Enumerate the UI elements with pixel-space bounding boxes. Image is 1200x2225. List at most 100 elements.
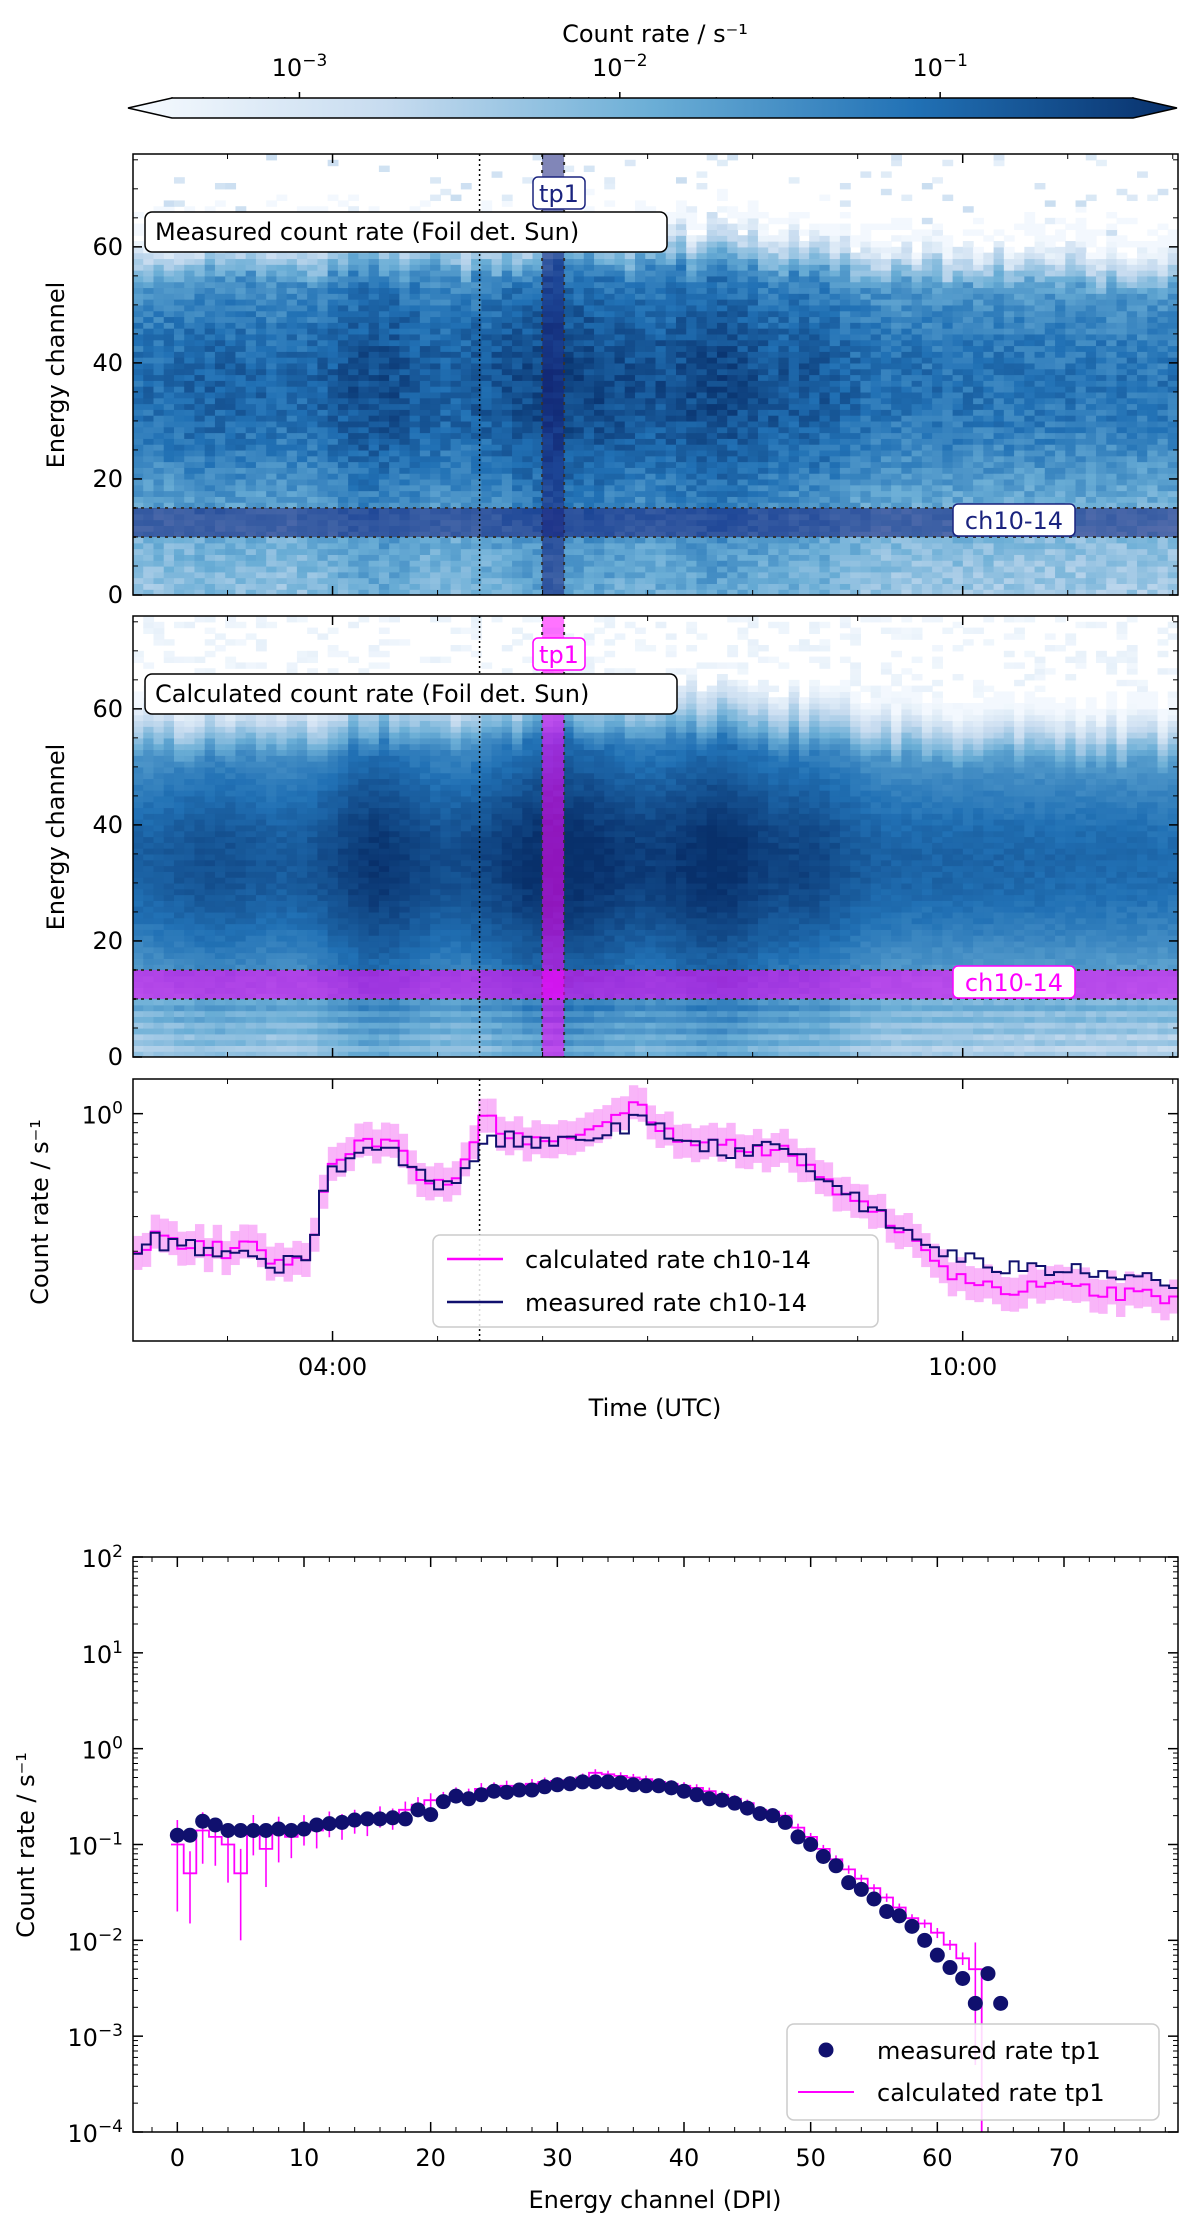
heatmap-cell: [675, 386, 687, 393]
heatmap-cell: [389, 333, 400, 341]
heatmap-cell: [614, 333, 626, 341]
heatmap-cell: [214, 374, 226, 381]
heatmap-cell: [675, 490, 687, 497]
heatmap-cell: [747, 362, 759, 370]
heatmap-cell: [153, 583, 165, 590]
heatmap-cell: [327, 409, 339, 416]
heatmap-cell: [286, 415, 298, 422]
heatmap-cell: [225, 310, 237, 318]
heatmap-cell: [327, 565, 339, 573]
heatmap-cell: [399, 420, 411, 428]
heatmap-cell: [522, 345, 534, 352]
heatmap-cell: [491, 473, 503, 480]
heatmap-cell: [522, 589, 534, 595]
heatmap-cell: [460, 258, 472, 265]
heatmap-cell: [255, 444, 267, 451]
heatmap-cell: [532, 322, 544, 329]
heatmap-cell: [286, 554, 298, 561]
heatmap-cell: [450, 409, 462, 416]
heatmap-cell: [173, 449, 185, 457]
heatmap-cell: [829, 536, 841, 544]
heatmap-cell: [225, 357, 237, 364]
heatmap-cell: [737, 391, 749, 399]
heatmap-cell: [163, 542, 175, 550]
heatmap-cell: [481, 374, 493, 381]
heatmap-cell: [389, 357, 400, 364]
heatmap-cell: [430, 328, 441, 335]
heatmap-cell: [512, 258, 523, 265]
heatmap-cell: [563, 455, 575, 463]
heatmap-cell: [491, 397, 503, 405]
heatmap-cell: [583, 264, 595, 271]
heatmap-cell: [788, 217, 800, 225]
heatmap-cell: [716, 252, 728, 260]
heatmap-cell: [501, 194, 513, 202]
heatmap-cell: [645, 577, 657, 584]
heatmap-cell: [225, 339, 237, 347]
heatmap-cell: [460, 316, 472, 323]
heatmap-cell: [522, 484, 534, 492]
heatmap-cell: [173, 333, 185, 341]
heatmap-cell: [870, 310, 882, 318]
heatmap-cell: [809, 264, 821, 271]
heatmap-cell: [163, 304, 175, 312]
heatmap-cell: [880, 397, 892, 405]
heatmap-cell: [532, 328, 544, 335]
heatmap-cell: [829, 339, 841, 347]
heatmap-cell: [870, 328, 882, 335]
heatmap-cell: [757, 409, 769, 416]
heatmap-cell: [368, 258, 380, 265]
heatmap-cell: [757, 362, 769, 370]
heatmap-cell: [419, 351, 431, 358]
heatmap-cell: [419, 264, 431, 271]
heatmap-cell: [870, 252, 882, 260]
heatmap-cell: [788, 461, 800, 468]
heatmap-cell: [839, 275, 851, 283]
heatmap-cell: [563, 415, 575, 422]
heatmap-cell: [327, 542, 339, 550]
heatmap-cell: [471, 583, 482, 590]
heatmap-cell: [225, 577, 237, 584]
heatmap-cell: [286, 426, 298, 434]
heatmap-cell: [573, 293, 585, 300]
heatmap-cell: [389, 310, 400, 318]
heatmap-cell: [635, 322, 646, 329]
heatmap-cell: [307, 548, 319, 555]
heatmap-cell: [901, 281, 913, 289]
heatmap-cell: [255, 548, 267, 555]
heatmap-cell: [153, 264, 165, 271]
heatmap-cell: [768, 554, 780, 561]
heatmap-cell: [829, 484, 841, 492]
heatmap-cell: [778, 241, 790, 248]
heatmap-cell: [901, 571, 913, 579]
heatmap-cell: [594, 455, 605, 463]
heatmap-cell: [214, 473, 226, 480]
heatmap-cell: [194, 560, 206, 567]
heatmap-cell: [255, 502, 267, 509]
heatmap-cell: [358, 391, 370, 399]
heatmap-cell: [409, 484, 421, 492]
heatmap-cell: [522, 380, 534, 387]
heatmap-cell: [481, 386, 493, 393]
heatmap-cell: [819, 438, 831, 445]
heatmap-cell: [173, 299, 185, 306]
heatmap-cell: [399, 322, 411, 329]
heatmap-cell: [440, 310, 452, 318]
heatmap-cell: [747, 270, 759, 277]
heatmap-cell: [860, 333, 872, 341]
heatmap-cell: [655, 270, 667, 277]
heatmap-cell: [757, 391, 769, 399]
heatmap-cell: [563, 275, 575, 283]
heatmap-cell: [778, 345, 790, 352]
heatmap-cell: [194, 322, 206, 329]
heatmap-cell: [184, 536, 196, 544]
heatmap-cell: [635, 386, 646, 393]
heatmap-cell: [809, 357, 821, 364]
heatmap-cell: [501, 287, 513, 294]
heatmap-cell: [255, 293, 267, 300]
heatmap-cell: [573, 380, 585, 387]
heatmap-cell: [686, 426, 698, 434]
heatmap-cell: [163, 374, 175, 381]
heatmap-cell: [747, 246, 759, 254]
heatmap-cell: [594, 391, 605, 399]
